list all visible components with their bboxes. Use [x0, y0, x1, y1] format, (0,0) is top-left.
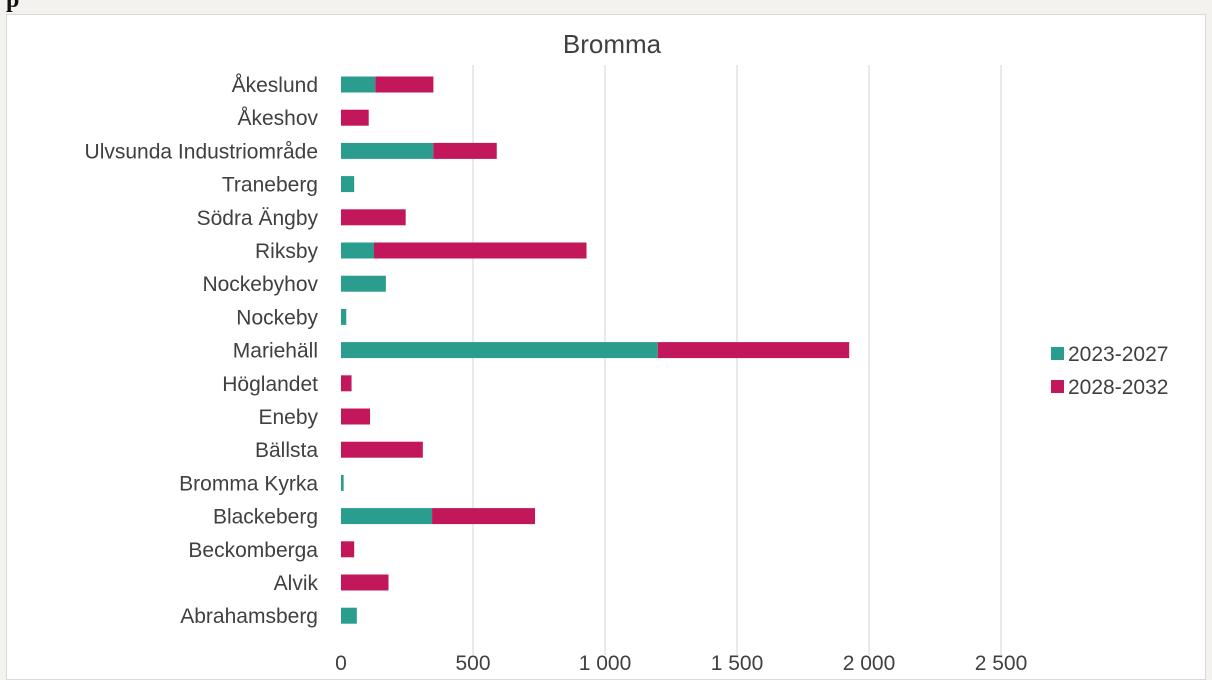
x-tick-label: 2 500 [975, 652, 1028, 675]
bar-chart: Bromma Åkeslund Åkeshov Ulvsunda Industrio… [85, 29, 1169, 675]
x-tick-label: 1 000 [579, 652, 632, 675]
bar-series-2 [341, 375, 352, 392]
bars [341, 76, 850, 624]
category-label: Åkeslund [232, 74, 318, 97]
bar-series-1 [341, 275, 386, 292]
bar-series-2 [374, 242, 587, 259]
category-label: Beckomberga [188, 539, 318, 562]
category-label: Nockeby [236, 306, 318, 329]
legend-swatch [1051, 380, 1064, 393]
bar-series-1 [341, 508, 433, 525]
legend-label: 2028-2032 [1068, 376, 1168, 399]
bar-series-1 [341, 607, 357, 624]
x-tick-label: 2 000 [843, 652, 896, 675]
category-label: Nockebyhov [202, 273, 318, 296]
category-label: Blackeberg [213, 506, 318, 529]
category-label: Abrahamsberg [180, 605, 318, 628]
x-tick-label: 0 [335, 652, 347, 675]
bar-series-2 [657, 342, 850, 359]
bar-series-2 [375, 76, 434, 93]
category-label: Mariehäll [233, 340, 318, 363]
legend: 2023-2027 2028-2032 [1051, 343, 1168, 399]
category-labels: Åkeslund Åkeshov Ulvsunda Industriområde Tr… [85, 74, 319, 628]
bar-series-2 [341, 109, 369, 126]
category-label: Södra Ängby [197, 207, 319, 230]
bar-series-2 [341, 441, 423, 458]
category-label: Ulvsunda Industriområde [85, 140, 318, 163]
chart-container: Bromma Åkeslund Åkeshov Ulvsunda Industrio… [6, 14, 1206, 680]
bar-series-2 [432, 508, 536, 525]
bar-series-1 [341, 342, 658, 359]
x-tick-label: 1 500 [711, 652, 764, 675]
category-label: Traneberg [222, 174, 318, 197]
category-label: Riksby [255, 240, 319, 263]
bar-series-1 [341, 242, 374, 259]
bar-series-2 [341, 541, 355, 558]
legend-label: 2023-2027 [1068, 343, 1168, 366]
category-label: Åkeshov [237, 107, 318, 130]
x-tick-label: 500 [455, 652, 490, 675]
bar-series-2 [341, 209, 406, 226]
bar-series-2 [433, 142, 497, 159]
bar-series-1 [341, 142, 434, 159]
bar-series-1 [341, 474, 344, 491]
category-label: Bromma Kyrka [179, 472, 318, 495]
category-label: Bällsta [255, 439, 318, 462]
category-label: Höglandet [222, 373, 318, 396]
bar-series-2 [341, 408, 371, 425]
bar-series-1 [341, 308, 347, 325]
bar-series-2 [341, 574, 389, 591]
category-label: Eneby [258, 406, 318, 429]
x-axis-tick-labels: 0 500 1 000 1 500 2 000 2 500 [335, 652, 1027, 675]
gridlines [472, 65, 1002, 655]
category-label: Alvik [274, 572, 319, 595]
bar-series-1 [341, 76, 376, 93]
chart-title: Bromma [563, 29, 662, 59]
legend-swatch [1051, 347, 1064, 360]
page-header-text: p [6, 0, 20, 13]
bar-series-1 [341, 176, 355, 193]
